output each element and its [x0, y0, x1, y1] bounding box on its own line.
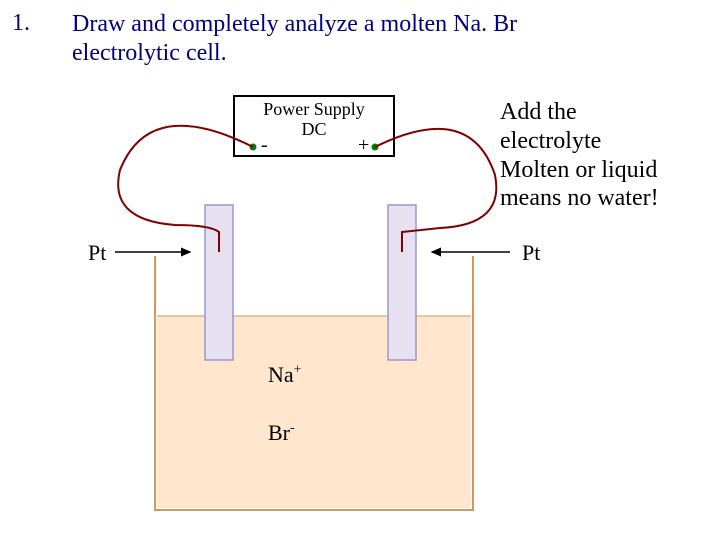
right-electrode	[388, 205, 416, 360]
cation-charge: +	[294, 363, 302, 378]
anion-symbol: Br	[268, 420, 290, 445]
cell-diagram	[0, 0, 720, 540]
anion-charge: -	[290, 421, 295, 436]
pos-terminal-label: +	[358, 134, 369, 157]
right-electrode-label: Pt	[522, 240, 540, 266]
electrolyte-fill	[157, 316, 471, 508]
left-electrode-label: Pt	[88, 240, 106, 266]
power-supply-label: Power Supply DC	[256, 100, 372, 140]
power-label-line2: DC	[301, 119, 326, 139]
cation-symbol: Na	[268, 362, 294, 387]
anion-label: Br-	[268, 420, 295, 446]
neg-terminal-label: -	[261, 134, 268, 157]
cation-label: Na+	[268, 362, 302, 388]
power-label-line1: Power Supply	[263, 99, 365, 119]
